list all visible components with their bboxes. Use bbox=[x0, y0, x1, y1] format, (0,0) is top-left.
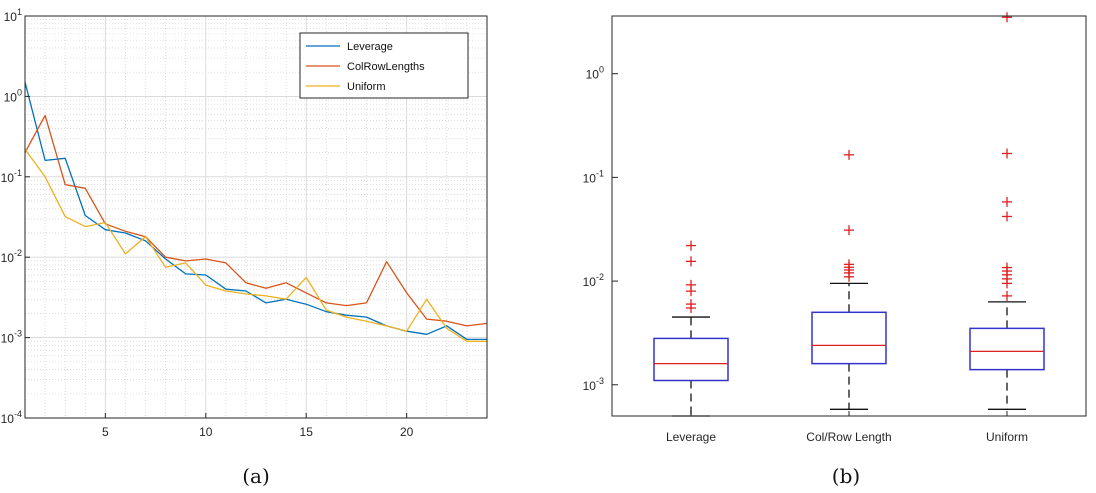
box-iqr bbox=[811, 311, 887, 365]
y-tick-label: 10-1 bbox=[1, 168, 22, 185]
plot-area-frame bbox=[24, 15, 488, 419]
x-tick-label: 15 bbox=[300, 425, 314, 439]
outlier-marker bbox=[1002, 148, 1012, 159]
legend: Leverage ColRowLengths Uniform bbox=[299, 32, 469, 99]
outlier-marker bbox=[844, 149, 854, 160]
x-tick-label: 20 bbox=[400, 425, 414, 439]
y-tick-label: 10-4 bbox=[1, 409, 22, 426]
box-plot-panel: 10-3 10-2 10-1 100 Leverage Col/Row Length Uni… bbox=[583, 12, 1087, 488]
x-category-label: Col/Row Length bbox=[806, 430, 891, 444]
outlier-marker bbox=[1002, 290, 1012, 301]
x-category-label: Leverage bbox=[666, 430, 716, 444]
box-plot-boxes bbox=[653, 12, 1045, 417]
axis-ticks-b: 10-3 10-2 10-1 100 Leverage Col/Row Length Uni… bbox=[583, 65, 1028, 444]
plot-area-frame-b bbox=[611, 15, 1087, 417]
x-tick-label: 5 bbox=[102, 425, 109, 439]
series-lines bbox=[24, 82, 488, 342]
outlier-marker bbox=[1002, 262, 1012, 273]
outlier-marker bbox=[686, 240, 696, 251]
series-line-uniform bbox=[24, 148, 487, 342]
y-tick-label: 100 bbox=[4, 87, 22, 104]
y-tick-label: 100 bbox=[586, 65, 604, 82]
legend-label-colrowlengths: ColRowLengths bbox=[347, 61, 425, 73]
y-tick-label: 101 bbox=[4, 7, 22, 24]
y-tick-label: 10-3 bbox=[583, 376, 604, 393]
legend-label-leverage: Leverage bbox=[347, 41, 393, 53]
y-tick-label: 10-3 bbox=[1, 329, 22, 346]
outlier-marker bbox=[844, 259, 854, 270]
caption-a: (a) bbox=[242, 464, 270, 488]
outlier-marker bbox=[1002, 196, 1012, 207]
outlier-marker bbox=[686, 299, 696, 310]
caption-b: (b) bbox=[832, 464, 860, 488]
series-line-leverage bbox=[24, 82, 487, 341]
outlier-marker bbox=[686, 279, 696, 290]
box-iqr bbox=[653, 337, 729, 382]
legend-label-uniform: Uniform bbox=[347, 81, 386, 93]
line-chart-panel: 5 10 15 20 10-4 10-3 10-2 10-1 100 101 Leverage C… bbox=[1, 7, 488, 488]
outlier-marker bbox=[844, 225, 854, 236]
x-category-label: Uniform bbox=[986, 430, 1028, 444]
axis-ticks: 5 10 15 20 10-4 10-3 10-2 10-1 100 101 bbox=[1, 7, 414, 439]
box-iqr bbox=[969, 327, 1045, 371]
x-tick-label: 10 bbox=[199, 425, 213, 439]
outlier-marker bbox=[1002, 12, 1012, 23]
outlier-marker bbox=[1002, 211, 1012, 222]
outlier-marker bbox=[686, 256, 696, 267]
y-tick-label: 10-2 bbox=[1, 248, 22, 265]
y-tick-label: 10-2 bbox=[583, 272, 604, 289]
y-tick-label: 10-1 bbox=[583, 168, 604, 185]
series-line-colrowlengths bbox=[24, 114, 488, 327]
